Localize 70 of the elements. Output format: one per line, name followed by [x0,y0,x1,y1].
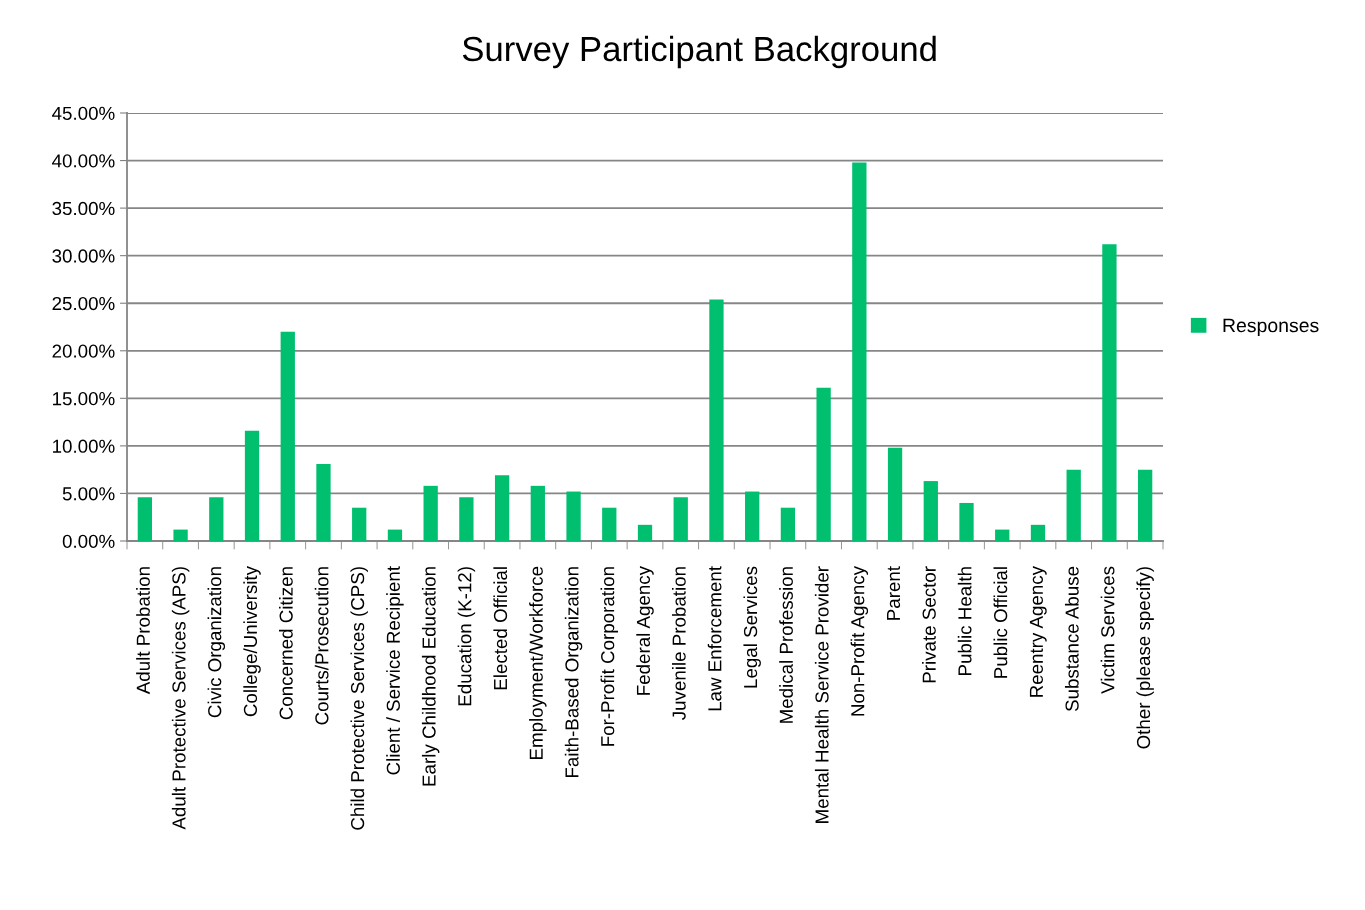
x-tick-label: Legal Services [743,566,761,688]
y-tick-label: 25.00% [52,296,115,311]
bar [852,162,867,541]
bar [494,475,510,541]
bar [352,507,367,541]
bar [173,529,188,541]
bar [780,507,796,541]
bar [137,497,153,541]
bar [459,497,474,541]
legend-label: Responses [1223,318,1319,337]
bar [387,529,403,541]
x-tick-label: Child Protective Services (CPS) [350,567,368,830]
y-tick-label: 20.00% [52,344,115,358]
y-tick-label: 40.00% [52,154,115,168]
x-tick-label: Mental Health Service Provider [814,566,829,823]
bar [1137,469,1153,541]
bar [423,485,438,541]
x-tick-label: Adult Probation [136,567,150,695]
bar [816,387,831,541]
x-tick-label: Other (please specify) [1136,567,1154,749]
bar [316,463,331,541]
x-tick-label: Civic Organization [207,567,226,718]
x-tick-label: Victim Services [1100,566,1115,694]
bar [280,331,295,541]
x-tick-label: Public Official [993,567,1008,678]
bar [1030,524,1046,541]
x-tick-label: Concerned Citizen [279,567,293,720]
bar [709,299,724,541]
bar [530,485,545,541]
bar [244,430,260,541]
x-tick-label: Courts/Prosecution [314,567,329,725]
x-tick-label: Federal Agency [636,566,654,695]
bar [745,491,760,541]
y-tick-label: 30.00% [52,249,115,263]
x-tick-label: Elected Official [493,567,508,690]
y-tick-label: 45.00% [52,106,115,120]
x-tick-label: College/University [243,566,261,717]
x-tick-label: Employment/Workforce [529,566,547,759]
x-tick-label: Reentry Agency [1029,566,1047,697]
x-tick-label: Public Health [957,567,972,675]
x-tick-label: Early Childhood Education [421,567,440,786]
bar [959,502,974,541]
bar [637,524,653,541]
y-tick-label: 5.00% [62,487,115,501]
x-tick-label: Law Enforcement [707,566,722,711]
bar [673,497,688,541]
x-tick-label: For-Profit Corporation [600,567,619,746]
bar [923,481,938,541]
x-tick-label: Adult Protective Services (APS) [171,567,190,830]
bar [995,529,1010,541]
bar [602,507,617,541]
bar [566,491,581,541]
y-tick-label: 0.00% [62,534,115,548]
bar [209,497,224,541]
y-tick-label: 10.00% [53,439,115,453]
x-tick-label: Client / Service Recipient [386,566,404,775]
bar [887,447,903,541]
x-tick-label: Education (K-12) [457,567,476,706]
x-tick-label: Medical Profession [779,567,793,723]
x-tick-label: Non-Profit Agency [850,566,869,716]
x-tick-label: Faith-Based Organization [564,567,583,778]
bar [1102,244,1117,541]
y-tick-label: 35.00% [52,201,115,216]
bar [1066,469,1081,541]
y-tick-label: 15.00% [53,392,115,406]
x-tick-label: Juvenile Probation [671,567,686,720]
chart-title: Survey Participant Background [462,35,936,69]
x-tick-label: Private Sector [922,566,936,683]
x-tick-label: Parent [887,566,901,620]
x-tick-label: Substance Abuse [1064,566,1079,712]
